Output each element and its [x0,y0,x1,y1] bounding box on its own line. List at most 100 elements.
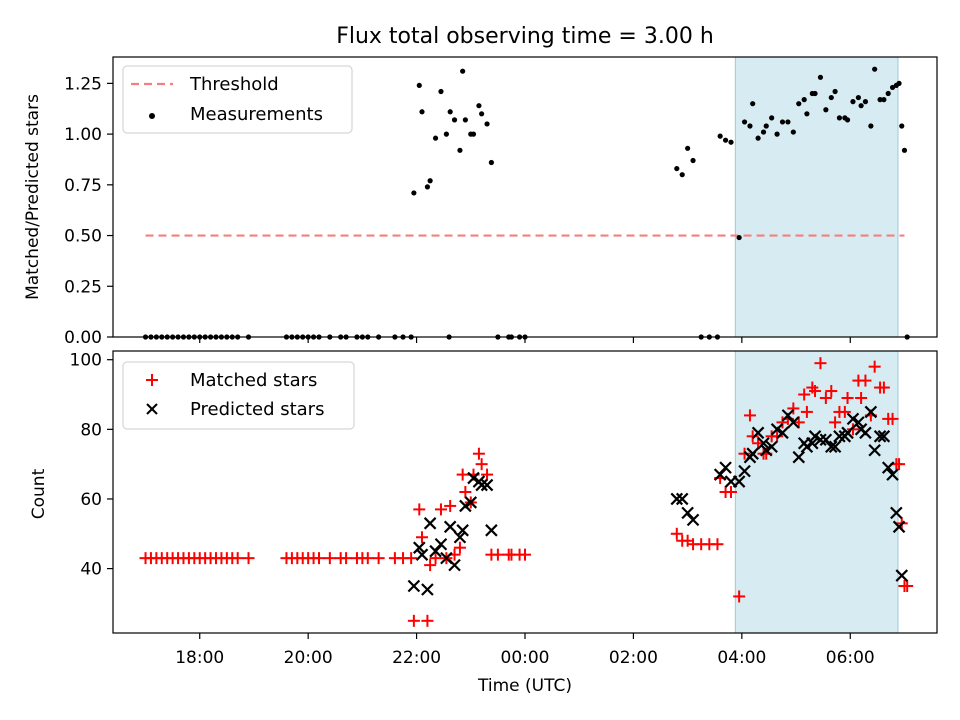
matched-star-point [886,412,899,425]
bottom-y-axis-label: Count [29,468,49,519]
predicted-star-point [787,416,800,429]
matched-star-point [429,552,442,565]
matched-star-point [242,552,255,565]
measurement-point [872,66,878,72]
bottom-x-tick-label: 04:00 [717,648,766,668]
matched-star-point [670,527,683,540]
matched-star-point [771,430,784,443]
measurement-point [796,101,802,107]
top-axes-frame [112,56,938,338]
measurement-point [812,90,818,97]
bottom-highlight-span [734,350,899,634]
matched-star-point [725,486,737,498]
measurement-point [717,133,723,139]
measurement-point [451,117,458,123]
top-points [142,66,910,340]
measurement-point [462,117,468,123]
matched-star-point [372,552,385,565]
top-x-ticks [199,337,851,343]
predicted-star-point [443,520,457,534]
predicted-star-point [413,541,426,554]
matched-star-point [893,458,906,471]
measurement-point [832,88,838,95]
matched-star-point [825,385,838,398]
predicted-star-point [841,426,854,440]
bottom-y-tick-label: 60 [80,490,102,510]
legend-matched-swatch [146,374,158,386]
matched-star-point [743,409,756,422]
predicted-star-point [892,520,906,534]
matched-star-point [453,541,466,554]
bottom-x-tick-label: 22:00 [392,648,441,668]
measurement-point [850,99,856,105]
predicted-star-point [814,433,827,447]
measurement-point [476,103,482,109]
legend-threshold-label: Threshold [189,74,279,95]
matched-star-point [733,590,746,603]
measurement-point [736,234,742,241]
predicted-star-point [423,517,437,530]
matched-star-point [491,548,504,561]
matched-star-point [456,468,469,481]
measurement-point [457,147,463,153]
top-legend: Threshold Measurements [122,65,353,134]
measurement-point [862,99,869,105]
bottom-x-tick-label: 18:00 [175,648,224,668]
predicted-star-point [770,423,784,436]
bottom-y-tick-label: 40 [80,560,102,580]
measurement-point [899,123,905,129]
top-y-tick-label: 1.00 [64,125,102,145]
measurement-point [755,135,761,141]
measurement-point [790,129,796,135]
predicted-star-point [407,579,421,593]
matched-star-point [519,548,531,561]
measurement-point [896,80,902,86]
matched-star-point [819,392,832,404]
matched-star-point [868,360,881,373]
measurement-point [685,145,691,151]
matched-star-point [459,486,472,498]
matched-star-point [361,552,374,565]
matched-star-point [901,580,914,592]
measurement-point [690,157,696,164]
matched-star-point [787,402,800,415]
measurement-point [470,131,477,137]
measurement-point [419,109,425,115]
matched-star-point [313,552,325,565]
legend-predicted-swatch [146,403,158,415]
matched-star-point [405,552,418,565]
matched-star-point [798,388,811,401]
measurement-point [447,109,453,115]
matched-star-point [846,423,859,436]
predicted-star-point [686,513,700,527]
measurement-point [855,94,861,101]
bottom-x-tick-label: 06:00 [826,648,875,668]
predicted-star-point [746,447,759,460]
matched-star-point [841,392,854,404]
predicted-star-point [757,436,770,450]
matched-star-point [475,458,488,471]
top-highlight-span [734,56,899,338]
bottom-matched-points [139,357,914,627]
matched-star-point [481,468,494,481]
predicted-star-point [859,426,872,440]
bottom-y-tick-label: 80 [80,420,102,440]
predicted-star-point [828,440,842,454]
predicted-star-point [675,492,689,506]
legend-predicted-label: Predicted stars [190,399,324,420]
matched-star-point [340,552,353,565]
measurement-point [674,165,680,172]
measurement-point [488,159,494,166]
predicted-star-point [480,478,494,492]
measurement-point [769,115,775,121]
matched-star-point [416,531,428,544]
matched-star-point [809,385,822,398]
matched-star-point [855,392,868,404]
bottom-y-tick-label: 100 [70,351,102,371]
measurement-point [804,111,810,117]
bottom-legend-box [122,361,355,430]
legend-measurements-label: Measurements [190,104,323,125]
predicted-star-point [852,416,865,429]
predicted-star-point [719,461,732,474]
measurement-point [885,90,891,97]
